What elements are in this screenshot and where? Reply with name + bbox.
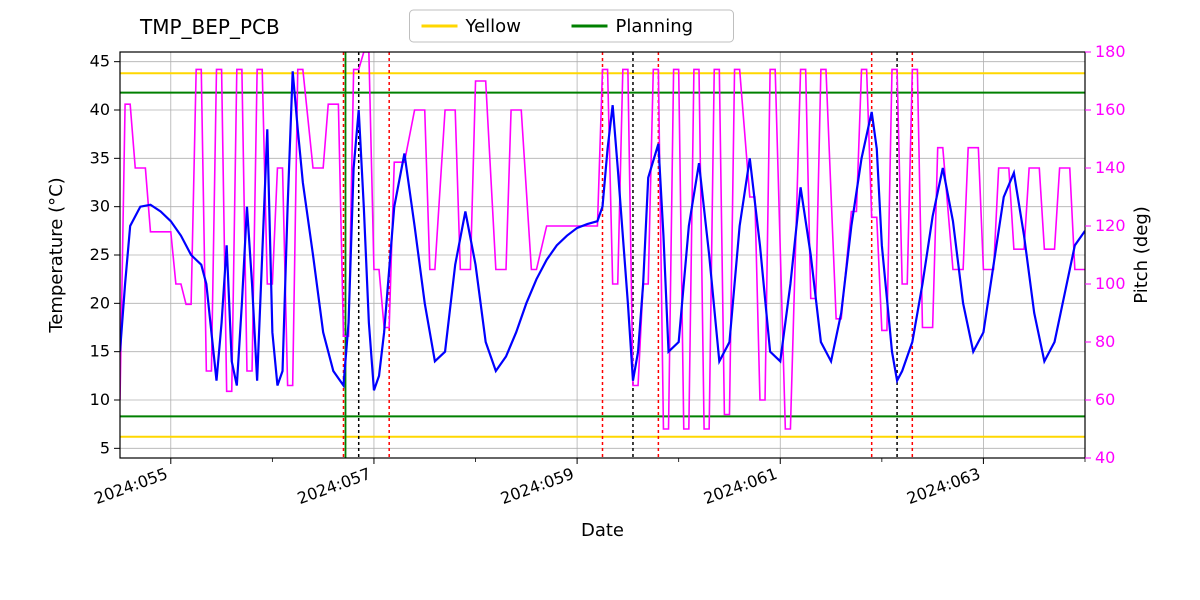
y-left-tick-label: 35 bbox=[90, 148, 110, 167]
y-left-tick-label: 5 bbox=[100, 438, 110, 457]
y-right-tick-label: 180 bbox=[1095, 42, 1126, 61]
chart-title: TMP_BEP_PCB bbox=[139, 15, 280, 39]
chart-background bbox=[0, 0, 1200, 600]
y-left-tick-label: 40 bbox=[90, 100, 110, 119]
y-axis-right-label: Pitch (deg) bbox=[1131, 206, 1152, 304]
y-right-tick-label: 140 bbox=[1095, 158, 1126, 177]
x-axis-label: Date bbox=[581, 520, 624, 541]
legend-label: Yellow bbox=[465, 16, 521, 37]
y-right-tick-label: 40 bbox=[1095, 448, 1115, 467]
y-left-tick-label: 20 bbox=[90, 293, 110, 312]
y-right-tick-label: 80 bbox=[1095, 332, 1115, 351]
y-left-tick-label: 15 bbox=[90, 342, 110, 361]
y-right-tick-label: 60 bbox=[1095, 390, 1115, 409]
y-right-tick-label: 100 bbox=[1095, 274, 1126, 293]
legend: Yellow Planning bbox=[410, 10, 734, 42]
legend-label: Planning bbox=[616, 16, 694, 37]
y-right-tick-label: 120 bbox=[1095, 216, 1126, 235]
y-right-tick-label: 160 bbox=[1095, 100, 1126, 119]
chart-svg: 2024:0552024:0572024:0592024:0612024:063… bbox=[0, 0, 1200, 600]
y-axis-left-label: Temperature (°C) bbox=[46, 177, 67, 333]
y-left-tick-label: 25 bbox=[90, 245, 110, 264]
y-left-tick-label: 30 bbox=[90, 197, 110, 216]
y-left-tick-label: 10 bbox=[90, 390, 110, 409]
y-left-tick-label: 45 bbox=[90, 52, 110, 71]
chart-container: 2024:0552024:0572024:0592024:0612024:063… bbox=[0, 0, 1200, 600]
